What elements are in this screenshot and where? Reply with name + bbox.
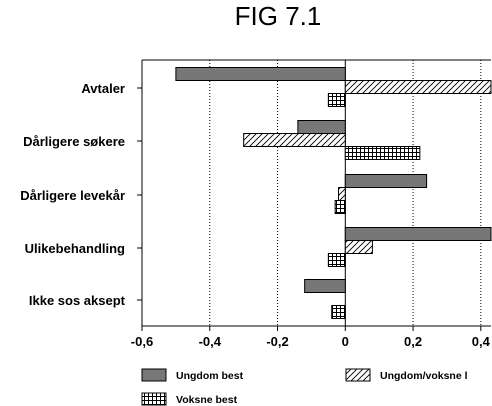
bar-ungdom-voksne-l bbox=[344, 240, 373, 254]
bar-ungdom-voksne-l bbox=[243, 133, 346, 147]
bar-ungdom-voksne-l bbox=[344, 80, 492, 94]
bar-ungdom-best bbox=[304, 279, 346, 293]
x-tick-label: 0 bbox=[342, 334, 349, 349]
category-label: Avtaler bbox=[81, 81, 125, 96]
bar-ungdom-best bbox=[297, 120, 346, 134]
legend-swatch bbox=[141, 368, 167, 382]
legend-label: Ungdom/voksne l bbox=[380, 370, 468, 382]
legend: Ungdom best Voksne best Ungdom/voksne l bbox=[141, 368, 468, 406]
legend-swatch bbox=[345, 368, 371, 382]
x-tick-label: -0,4 bbox=[199, 334, 222, 349]
category-label: Ikke sos aksept bbox=[29, 293, 126, 308]
x-tick-label: -0,6 bbox=[131, 334, 153, 349]
category-label: Ulikebehandling bbox=[25, 241, 125, 256]
category-label: Dårligere levekår bbox=[20, 188, 125, 203]
x-tick-label: 0,2 bbox=[404, 334, 422, 349]
bar-ungdom-best bbox=[344, 174, 428, 188]
bar-voksne-best bbox=[344, 146, 421, 160]
x-tick-label: -0,2 bbox=[266, 334, 288, 349]
bar-voksne-best bbox=[327, 93, 346, 107]
x-tick-label: 0,4 bbox=[472, 334, 491, 349]
legend-label: Ungdom best bbox=[176, 370, 244, 382]
plot-area: -0,6 -0,4 -0,2 0 0,2 0,4 Avtaler Dårligere søke… bbox=[20, 59, 492, 349]
legend-label: Voksne best bbox=[176, 394, 238, 406]
bar-voksne-best bbox=[331, 305, 346, 319]
bar-voksne-best bbox=[334, 200, 346, 214]
bar-voksne-best bbox=[327, 253, 346, 267]
chart-title: FIG 7.1 bbox=[235, 1, 322, 31]
bar-ungdom-best bbox=[344, 227, 492, 241]
bar-ungdom-best bbox=[175, 67, 346, 81]
legend-swatch bbox=[141, 392, 167, 406]
bar-ungdom-voksne-l bbox=[338, 187, 346, 201]
category-label: Dårligere søkere bbox=[23, 134, 125, 149]
